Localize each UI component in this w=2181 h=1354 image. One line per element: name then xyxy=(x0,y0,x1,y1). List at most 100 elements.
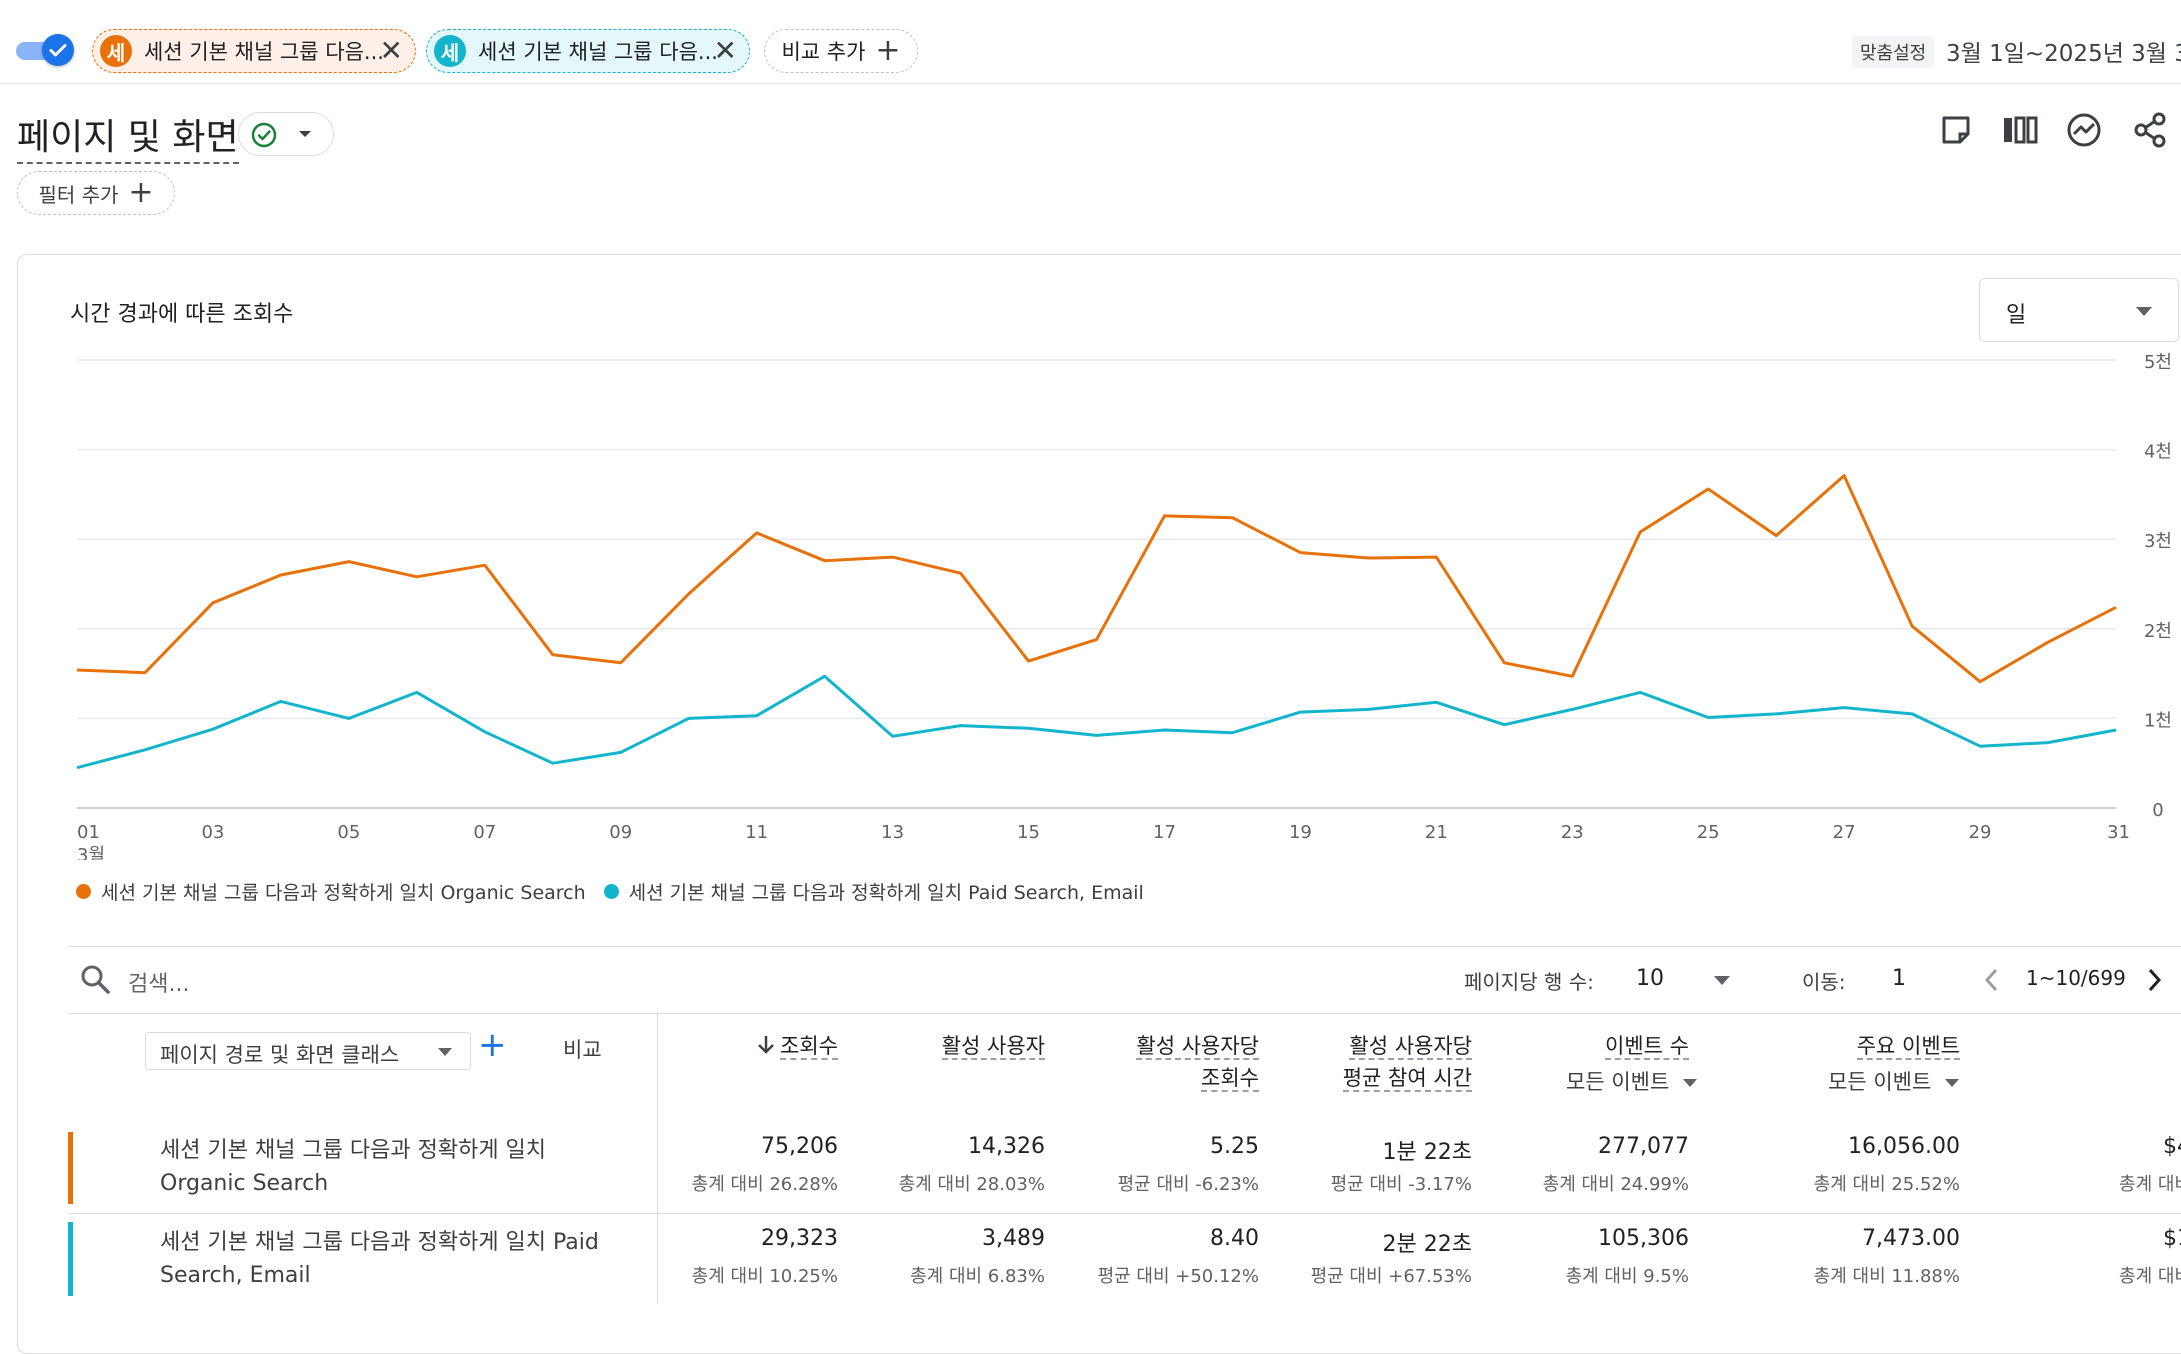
cell-value: 5.25 xyxy=(1210,1134,1259,1159)
close-icon[interactable]: ✕ xyxy=(379,34,403,67)
row-label: 세션 기본 채널 그룹 다음과 정확하게 일치 Paid Search, Ema… xyxy=(160,1226,640,1292)
legend-label: 세션 기본 채널 그룹 다음과 정확하게 일치 Paid Search, Ema… xyxy=(628,882,1144,904)
dimension-label: 페이지 경로 및 화면 클래스 xyxy=(160,1043,400,1067)
y-tick-label: 3천 xyxy=(2144,531,2172,552)
goto-page-input[interactable]: 1 xyxy=(1892,966,1906,991)
x-tick-label: 03 xyxy=(201,822,224,843)
annotation-icon[interactable] xyxy=(1936,110,1976,150)
caret-down-icon xyxy=(299,131,311,137)
search-icon xyxy=(81,965,110,994)
x-tick-label: 15 xyxy=(1017,822,1040,843)
column-header-label: 활성 사용자당 xyxy=(1349,1034,1472,1060)
row-label-line: 세션 기본 채널 그룹 다음과 정확하게 일치 xyxy=(160,1138,547,1163)
column-header-label: 조회수 xyxy=(1201,1066,1259,1092)
x-tick-label: 09 xyxy=(609,822,632,843)
column-header-views[interactable]: 조회수 xyxy=(756,1030,838,1062)
table-divider xyxy=(657,1012,658,1304)
cell-percent: 평균 대비 -3.17% xyxy=(1330,1174,1472,1195)
cell-value: 277,077 xyxy=(1598,1134,1689,1159)
cell-percent: 총계 대비 xyxy=(2119,1266,2181,1287)
check-circle-icon xyxy=(251,122,277,148)
insights-icon[interactable] xyxy=(2064,110,2104,150)
event-filter-label: 모든 이벤트 xyxy=(1828,1070,1932,1094)
x-month-label: 3월 xyxy=(77,845,105,860)
segment-label: 세션 기본 채널 그룹 다음... xyxy=(478,40,718,64)
x-tick-label: 21 xyxy=(1425,822,1448,843)
cell-percent: 총계 대비 28.03% xyxy=(898,1174,1045,1195)
dimension-dropdown[interactable]: 페이지 경로 및 화면 클래스 xyxy=(145,1032,471,1070)
x-tick-label: 19 xyxy=(1289,822,1312,843)
column-header-event-count[interactable]: 이벤트 수 xyxy=(1605,1030,1689,1062)
cell-value: 105,306 xyxy=(1598,1226,1689,1251)
report-status-dropdown[interactable] xyxy=(238,112,334,156)
x-tick-label: 29 xyxy=(1969,822,1992,843)
chart-legend: 세션 기본 채널 그룹 다음과 정확하게 일치 Organic Search 세… xyxy=(76,878,1162,905)
report-card xyxy=(17,254,2181,1354)
period-dropdown[interactable]: 일 xyxy=(1979,278,2179,342)
segment-chip-organic[interactable]: 세 세션 기본 채널 그룹 다음... ✕ xyxy=(92,29,416,73)
page-title[interactable]: 페이지 및 화면 xyxy=(17,108,239,164)
x-tick-label: 17 xyxy=(1153,822,1176,843)
event-filter-dropdown[interactable]: 모든 이벤트 xyxy=(1566,1066,1698,1096)
column-header-engagement-time[interactable]: 활성 사용자당 평균 참여 시간 xyxy=(1342,1030,1472,1094)
chevron-left-icon[interactable] xyxy=(1980,966,2004,994)
cell-value: 75,206 xyxy=(761,1134,838,1159)
share-icon[interactable] xyxy=(2130,110,2170,150)
compare-columns-icon[interactable] xyxy=(2000,110,2040,150)
column-header-label: 활성 사용자 xyxy=(941,1034,1045,1060)
column-header-label: 활성 사용자당 xyxy=(1136,1034,1259,1060)
cell-value: $4 xyxy=(2163,1134,2181,1159)
column-header-key-events[interactable]: 주요 이벤트 xyxy=(1856,1030,1960,1062)
caret-down-icon xyxy=(1945,1079,1960,1087)
caret-down-icon[interactable] xyxy=(1714,976,1730,985)
y-tick-label: 1천 xyxy=(2144,710,2172,731)
rows-per-page-select[interactable]: 10 xyxy=(1636,966,1664,991)
x-tick-label: 01 xyxy=(77,822,100,843)
event-filter-label: 모든 이벤트 xyxy=(1566,1070,1670,1094)
cell-value: 2분 22초 xyxy=(1382,1232,1472,1257)
x-tick-label: 07 xyxy=(473,822,496,843)
y-tick-label: 5천 xyxy=(2144,352,2172,373)
close-icon[interactable]: ✕ xyxy=(713,34,737,67)
cell-percent: 총계 대비 25.52% xyxy=(1813,1174,1960,1195)
x-tick-label: 11 xyxy=(745,822,768,843)
column-header-label: 주요 이벤트 xyxy=(1856,1034,1960,1060)
y-tick-label: 4천 xyxy=(2144,442,2172,463)
goto-label: 이동: xyxy=(1802,970,1846,994)
segment-chip-paid[interactable]: 세 세션 기본 채널 그룹 다음... ✕ xyxy=(426,29,750,73)
column-header-active-users[interactable]: 활성 사용자 xyxy=(941,1030,1045,1062)
legend-dot xyxy=(76,884,91,899)
line-chart: 01 03 05 07 09 11 13 15 17 19 21 23 25 27 29 31 3월 0 1천 2천… xyxy=(76,352,2172,860)
x-tick-label: 31 xyxy=(2107,822,2130,843)
legend-item-organic[interactable]: 세션 기본 채널 그룹 다음과 정확하게 일치 Organic Search xyxy=(76,878,586,905)
x-tick-label: 13 xyxy=(881,822,904,843)
add-filter-label: 필터 추가 xyxy=(38,182,119,207)
key-event-filter-dropdown[interactable]: 모든 이벤트 xyxy=(1828,1066,1960,1096)
x-tick-label: 05 xyxy=(337,822,360,843)
legend-dot xyxy=(603,884,619,899)
cell-percent: 총계 대비 xyxy=(2119,1174,2181,1195)
compare-toggle[interactable] xyxy=(16,34,74,66)
column-header-label: 조회수 xyxy=(780,1034,838,1060)
add-compare-button[interactable]: 비교 추가 + xyxy=(764,29,918,73)
x-tick-label: 23 xyxy=(1561,822,1584,843)
row-label-line: Organic Search xyxy=(160,1171,329,1196)
custom-date-badge: 맞춤설정 xyxy=(1852,36,1935,68)
date-range-picker[interactable]: 3월 1일~2025년 3월 31일 xyxy=(1946,41,2181,67)
compare-column-label: 비교 xyxy=(563,1038,602,1062)
check-icon xyxy=(42,34,74,66)
cell-percent: 총계 대비 24.99% xyxy=(1542,1174,1689,1195)
legend-item-paid[interactable]: 세션 기본 채널 그룹 다음과 정확하게 일치 Paid Search, Ema… xyxy=(603,878,1144,905)
y-tick-label: 0 xyxy=(2152,800,2163,821)
column-header-views-per-user[interactable]: 활성 사용자당 조회수 xyxy=(1136,1030,1259,1094)
cell-value: $1 xyxy=(2163,1226,2181,1251)
segment-badge: 세 xyxy=(434,35,466,67)
chevron-right-icon[interactable] xyxy=(2142,966,2166,994)
add-dimension-button[interactable]: + xyxy=(478,1025,507,1065)
cell-percent: 평균 대비 +67.53% xyxy=(1310,1266,1472,1287)
series-line-organic xyxy=(76,474,2117,684)
add-filter-button[interactable]: 필터 추가 + xyxy=(17,171,175,215)
chart-title: 시간 경과에 따른 조회수 xyxy=(70,302,294,327)
search-input[interactable]: 검색... xyxy=(128,972,190,997)
y-tick-label: 2천 xyxy=(2144,621,2172,642)
